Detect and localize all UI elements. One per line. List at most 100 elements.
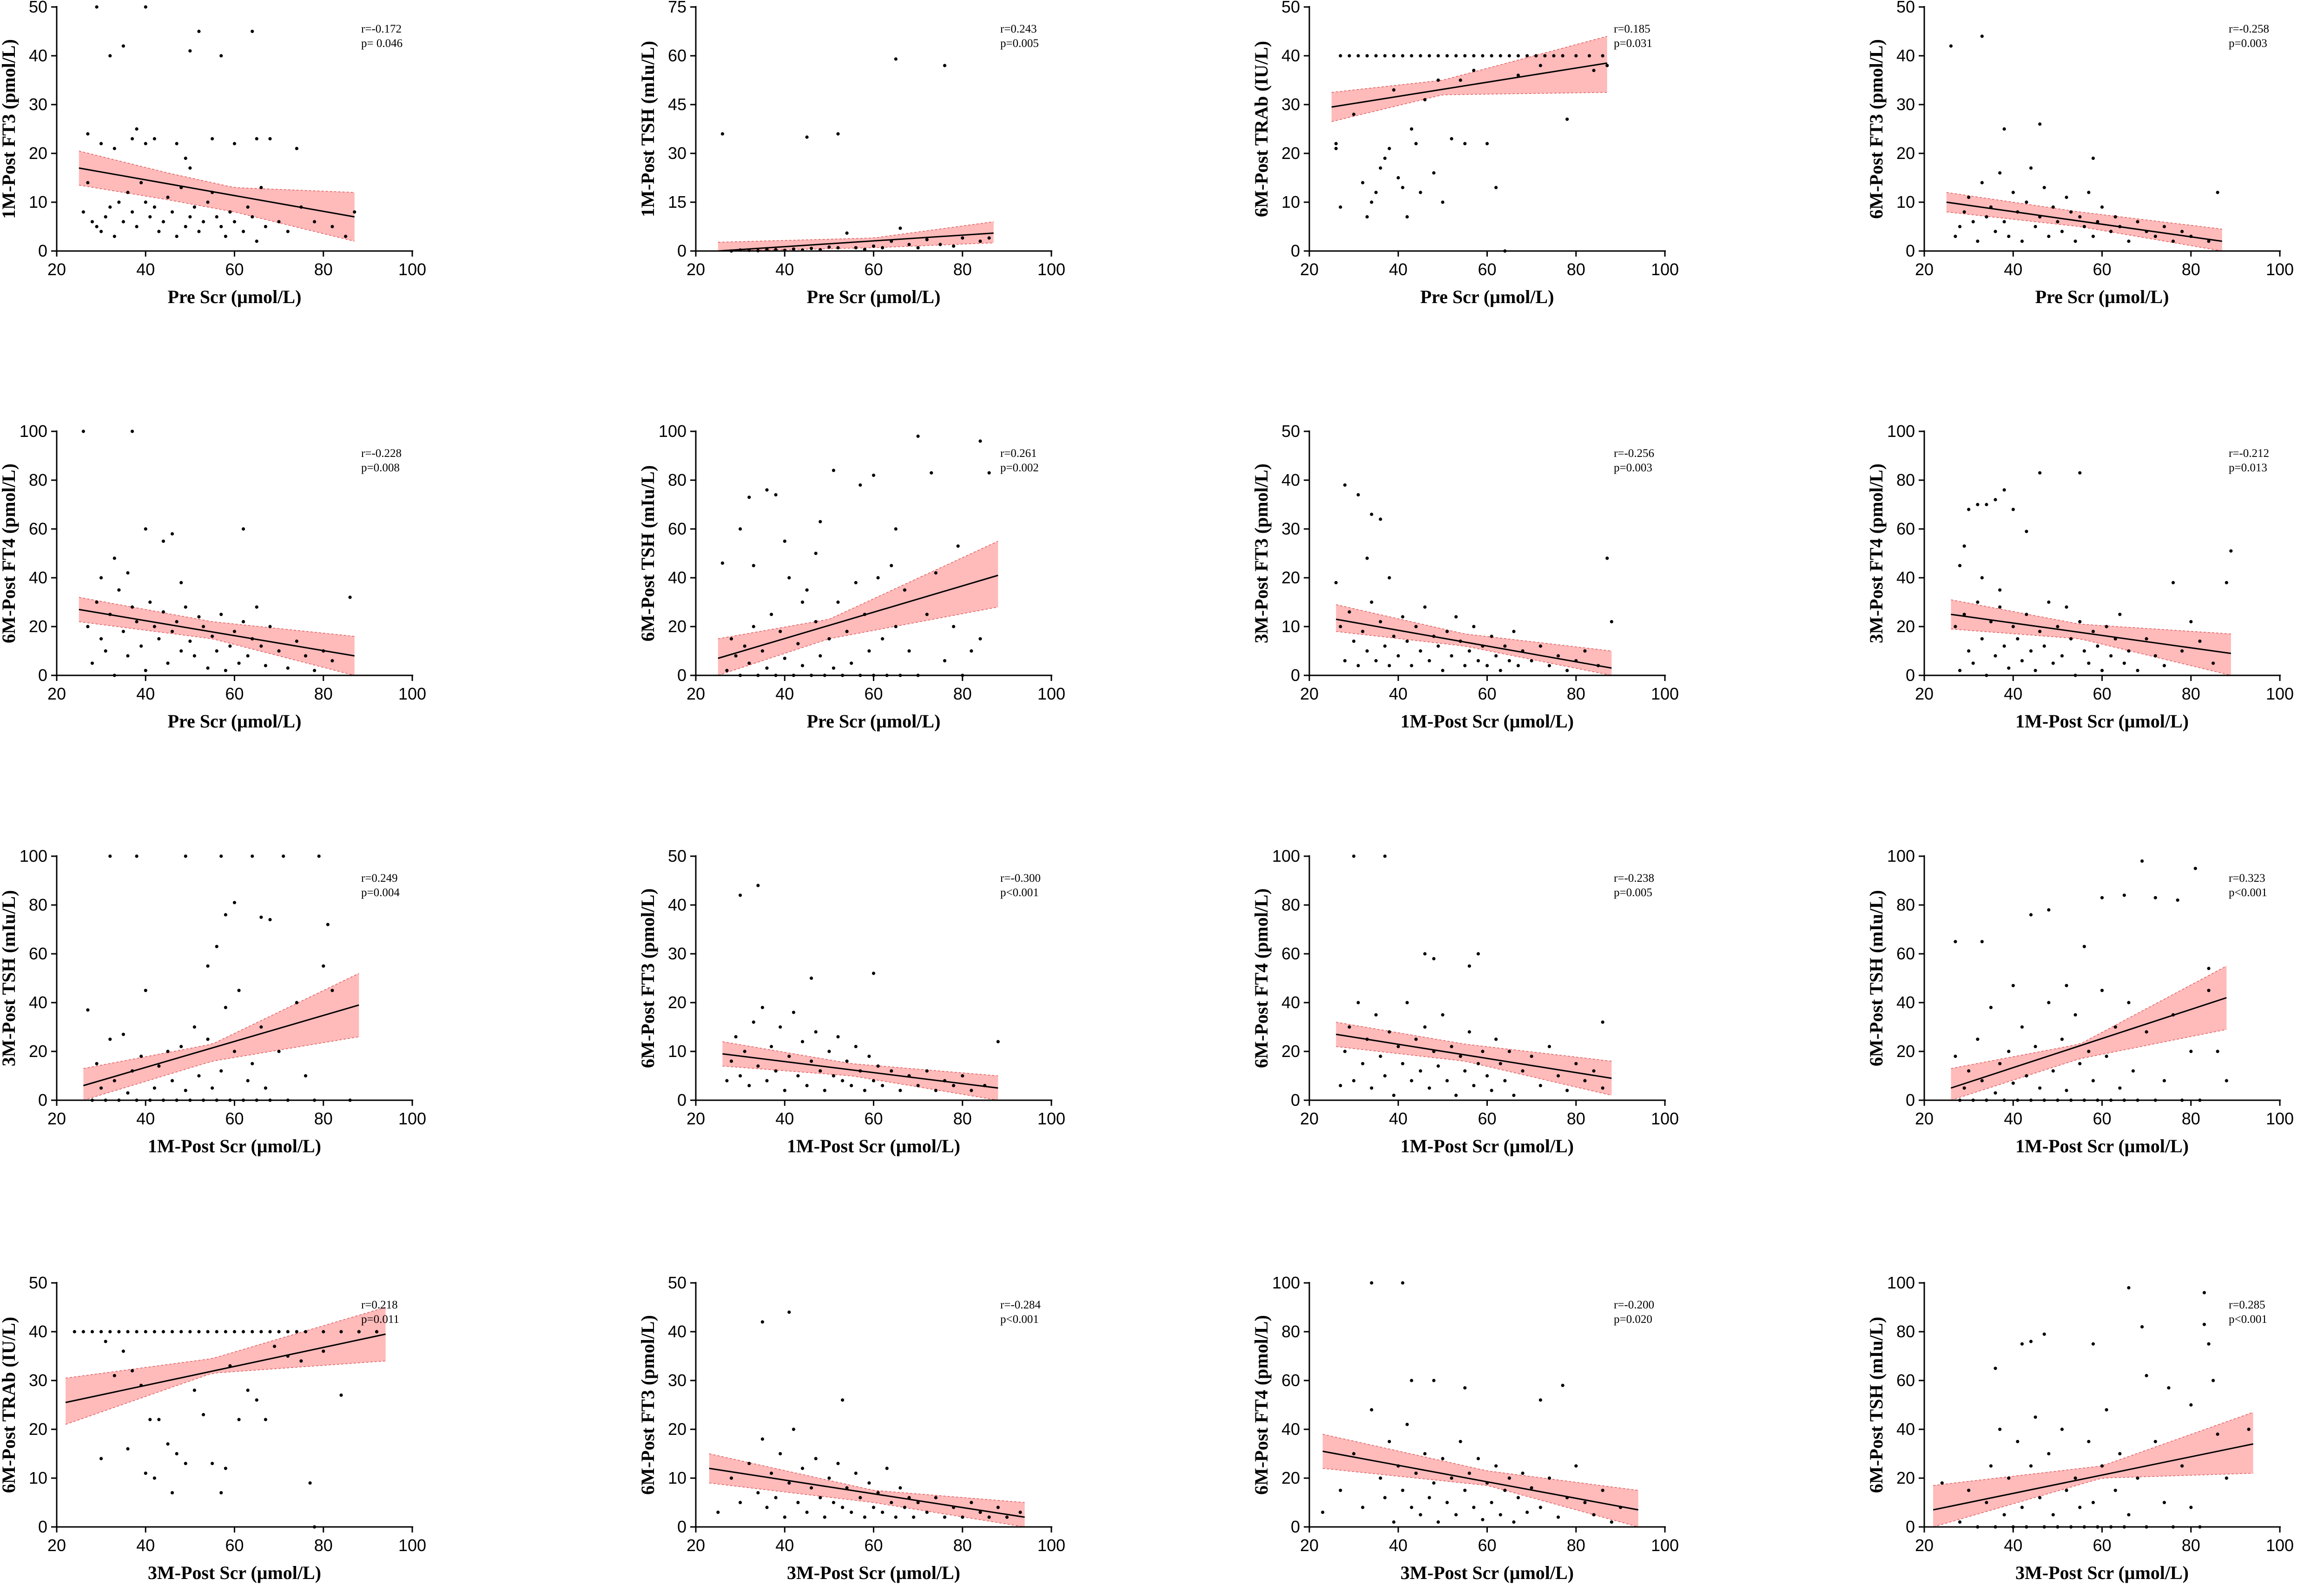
- data-point: [357, 1330, 361, 1334]
- data-point: [1583, 1500, 1587, 1505]
- data-point: [819, 1069, 822, 1073]
- data-point: [1374, 1013, 1378, 1017]
- x-tick-label: 80: [953, 260, 972, 279]
- data-point: [273, 1344, 277, 1348]
- data-point: [255, 1398, 258, 1402]
- data-point: [2180, 230, 2184, 233]
- y-tick-label: 0: [677, 241, 687, 260]
- data-point: [2047, 908, 2051, 912]
- x-tick-label: 80: [2182, 260, 2200, 279]
- confidence-band: [1336, 1022, 1612, 1096]
- data-point: [925, 1069, 929, 1073]
- data-point: [872, 1506, 876, 1509]
- data-point: [1574, 1062, 1578, 1065]
- data-point: [810, 1486, 813, 1490]
- data-point: [1339, 1083, 1342, 1088]
- data-point: [166, 195, 170, 199]
- data-point: [1949, 44, 1953, 48]
- y-tick-label: 30: [668, 144, 687, 163]
- data-point: [144, 5, 147, 9]
- data-point: [1490, 1500, 1493, 1505]
- data-point: [1392, 54, 1396, 58]
- data-point: [2122, 661, 2126, 665]
- confidence-band: [709, 1453, 1025, 1527]
- data-point: [1343, 659, 1347, 663]
- r-value-label: r=0.243: [1000, 23, 1037, 35]
- y-tick-label: 20: [29, 617, 47, 636]
- y-tick-label: 30: [29, 1371, 47, 1390]
- data-point: [1427, 1086, 1431, 1090]
- data-point: [2118, 1452, 2122, 1456]
- data-point: [1414, 142, 1418, 145]
- data-point: [1994, 498, 1997, 502]
- y-axis-title: 3M-Post FT3 (pmol/L): [1251, 463, 1272, 643]
- band-lower-edge: [709, 1482, 1025, 1527]
- data-point: [1547, 664, 1551, 667]
- data-point: [126, 1447, 130, 1451]
- chart-panel-10: 20 40 60 80 100 0 10 20 30 40 50 1M-Post Scr (μmol/…: [637, 846, 1065, 1156]
- data-point: [246, 1079, 250, 1083]
- data-point: [264, 225, 268, 229]
- data-point: [192, 654, 196, 658]
- data-point: [1967, 1069, 1971, 1073]
- data-point: [1427, 54, 1431, 58]
- data-point: [232, 901, 237, 905]
- data-point: [161, 610, 165, 614]
- data-point: [783, 1089, 786, 1092]
- data-point: [792, 1011, 795, 1014]
- data-point: [171, 210, 174, 214]
- data-point: [232, 629, 237, 634]
- y-tick-label: 20: [1896, 1468, 1915, 1487]
- data-point: [1552, 54, 1556, 58]
- data-point: [1347, 610, 1351, 614]
- data-point: [2176, 898, 2179, 902]
- data-point: [850, 1083, 853, 1088]
- data-point: [956, 544, 960, 548]
- data-point: [2038, 122, 2042, 126]
- band-upper-edge: [718, 221, 994, 243]
- data-point: [2153, 234, 2157, 238]
- data-point: [1432, 1481, 1436, 1485]
- data-point: [313, 220, 317, 224]
- data-point: [1525, 54, 1529, 58]
- data-point: [2127, 1286, 2131, 1290]
- data-point: [224, 913, 227, 917]
- data-point: [1339, 205, 1342, 209]
- data-point: [2056, 220, 2060, 224]
- data-point: [845, 231, 849, 235]
- data-point: [747, 1083, 751, 1088]
- r-value-label: r=0.285: [2229, 1299, 2265, 1311]
- band-upper-edge: [722, 1041, 998, 1077]
- data-point: [996, 1040, 1000, 1044]
- x-tick-label: 60: [2093, 260, 2111, 279]
- data-point: [2189, 1506, 2193, 1509]
- data-point: [916, 246, 920, 250]
- data-point: [1445, 1079, 1449, 1083]
- data-point: [2180, 1464, 2184, 1468]
- y-tick-label: 30: [668, 1371, 687, 1390]
- data-point: [832, 1500, 835, 1505]
- data-point: [2078, 471, 2082, 475]
- data-point: [171, 1079, 174, 1083]
- data-point: [1976, 1037, 1980, 1041]
- x-tick-label: 60: [2093, 1109, 2111, 1128]
- data-point: [934, 1496, 938, 1500]
- y-tick-label: 60: [29, 944, 47, 963]
- data-point: [836, 600, 840, 604]
- data-point: [286, 1330, 290, 1334]
- data-point: [1463, 1386, 1467, 1390]
- data-point: [1441, 1457, 1445, 1460]
- data-point: [1490, 1089, 1493, 1092]
- x-tick-label: 100: [1037, 1109, 1065, 1128]
- data-point: [144, 668, 147, 673]
- data-point: [890, 1069, 893, 1073]
- data-point: [192, 205, 196, 209]
- data-point: [2153, 654, 2157, 658]
- data-point: [845, 1059, 849, 1063]
- data-point: [2109, 230, 2113, 233]
- data-point: [881, 1083, 885, 1088]
- y-tick-label: 50: [668, 846, 687, 865]
- band-upper-edge: [718, 541, 998, 640]
- x-tick-label: 20: [1300, 1109, 1319, 1128]
- x-tick-label: 100: [398, 1536, 426, 1555]
